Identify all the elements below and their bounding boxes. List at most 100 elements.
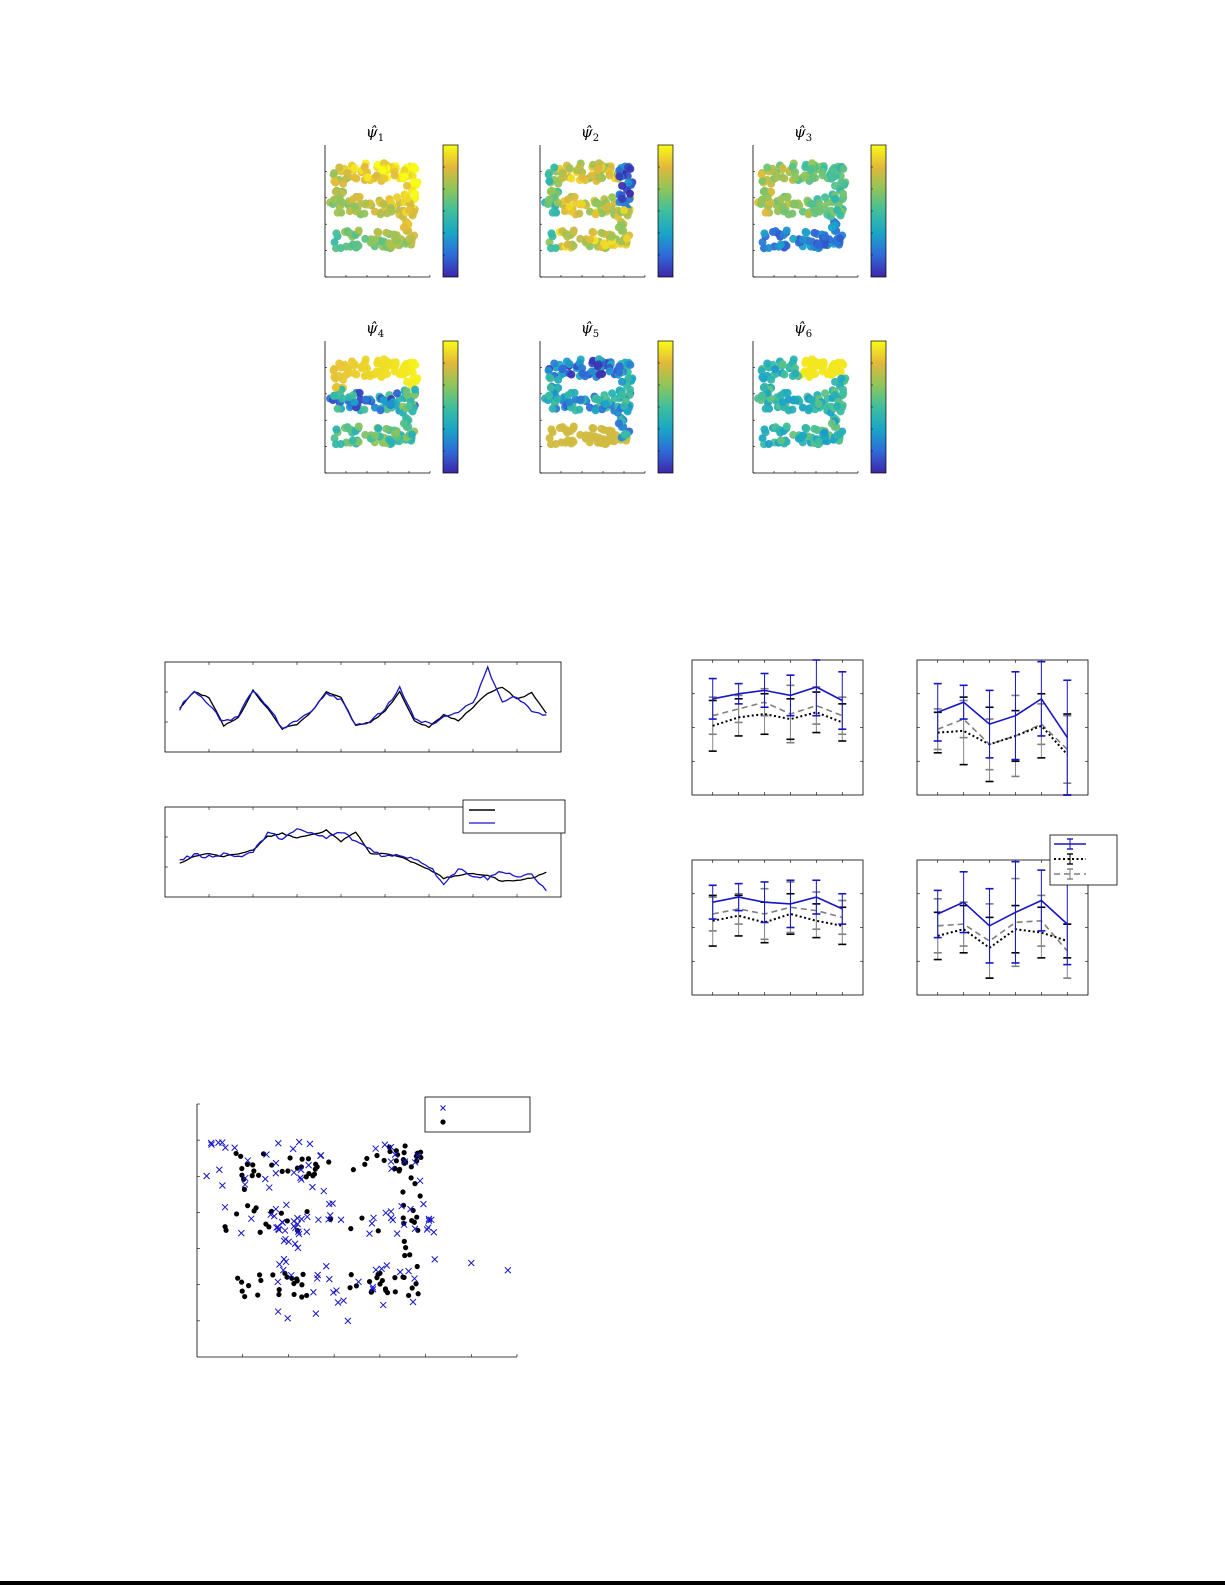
data-point [833, 402, 842, 411]
scatter-dot [411, 1219, 417, 1225]
data-point [791, 173, 800, 182]
colorbar [442, 340, 459, 474]
scatter-cross [208, 1141, 215, 1149]
data-point [760, 425, 769, 434]
data-point [839, 189, 848, 198]
data-point [376, 210, 385, 219]
blue-series [708, 659, 847, 730]
scatter-dot [374, 1275, 380, 1281]
title-symbol: ψ̂ [581, 123, 593, 141]
scatter-cross [416, 1177, 424, 1185]
data-point [548, 404, 557, 413]
scatter-cross [267, 1211, 275, 1219]
scatter-cross [237, 1229, 245, 1237]
scatter-cross [294, 1228, 302, 1236]
scatter-dot [379, 1277, 386, 1284]
data-point [757, 170, 766, 179]
data-point [393, 193, 402, 202]
scatter-dot [392, 1289, 398, 1295]
scatter-dot [348, 1272, 354, 1278]
data-point [588, 160, 597, 169]
data-point [780, 370, 789, 379]
scatter-cross [387, 1208, 395, 1215]
data-point [392, 428, 401, 437]
scatter-bottom [196, 1096, 531, 1358]
scatter-cross [427, 1216, 435, 1224]
scatter-cross [295, 1138, 303, 1146]
data-point [800, 171, 809, 180]
scatter-cross [261, 1175, 269, 1183]
scatter-dot [253, 1205, 259, 1211]
data-point [601, 241, 610, 250]
scatter-dot [257, 1229, 263, 1235]
data-point [570, 388, 579, 397]
scatter-dot [235, 1275, 241, 1281]
data-point [624, 374, 633, 383]
data-point [594, 199, 603, 208]
data-point [545, 434, 554, 443]
data-point [608, 389, 617, 398]
data-point [575, 209, 584, 218]
data-point [352, 174, 361, 183]
scatter-cross [282, 1201, 290, 1209]
data-point [564, 391, 573, 400]
scatter-cross [322, 1262, 330, 1270]
data-point [361, 430, 370, 439]
data-point [578, 173, 587, 182]
data-point [614, 223, 623, 232]
data-point [618, 377, 627, 386]
scatter-dot [326, 1159, 332, 1165]
scatter-cross [247, 1215, 255, 1223]
data-point [405, 402, 414, 411]
data-point [576, 234, 585, 243]
plot-frame [691, 659, 864, 796]
data-point [411, 360, 420, 369]
data-point [329, 366, 338, 375]
title-subscript: 5 [593, 329, 599, 340]
data-point [403, 377, 412, 386]
scatter-dot [401, 1238, 407, 1244]
scatter-cross [407, 1205, 414, 1213]
data-point [771, 169, 780, 178]
data-point [758, 177, 767, 186]
scatter-dot [401, 1220, 407, 1227]
data-point [624, 178, 633, 187]
data-point [380, 370, 389, 379]
scatter-cross [279, 1219, 286, 1226]
black-series-line [712, 711, 843, 727]
title-subscript: 6 [806, 329, 812, 340]
data-point [355, 192, 364, 201]
panel-title: ψ̂3 [794, 123, 812, 144]
data-point [330, 238, 339, 247]
scatter-dot [347, 1285, 353, 1291]
scatter-dot [409, 1285, 415, 1291]
data-point [376, 406, 385, 415]
data-point [348, 436, 357, 445]
scatter-dot [417, 1193, 423, 1199]
scatter-dot [284, 1274, 290, 1280]
scatter-dot [400, 1274, 406, 1280]
data-point [380, 174, 389, 183]
data-point [547, 425, 556, 434]
scatter-dot [311, 1171, 318, 1177]
scatter-dot [400, 1189, 406, 1195]
scatter-dot [299, 1282, 305, 1288]
eigenmap-panel-2: ψ̂2 [539, 123, 674, 278]
black-series-line [179, 686, 547, 731]
data-point [565, 398, 574, 407]
data-point [801, 356, 810, 365]
scatter-cross [303, 1228, 311, 1236]
data-point [833, 206, 842, 215]
scatter-cross [430, 1228, 438, 1236]
panel-title: ψ̂2 [581, 123, 599, 144]
scatter-cross [369, 1283, 377, 1291]
data-point [788, 405, 797, 414]
data-point [567, 174, 576, 183]
data-point [545, 391, 554, 400]
point-cloud [325, 355, 422, 449]
scatter-cross [270, 1212, 278, 1220]
scatter-cross [231, 1144, 238, 1152]
scatter-cross [272, 1205, 280, 1213]
data-point [789, 199, 798, 208]
data-point [776, 436, 785, 445]
